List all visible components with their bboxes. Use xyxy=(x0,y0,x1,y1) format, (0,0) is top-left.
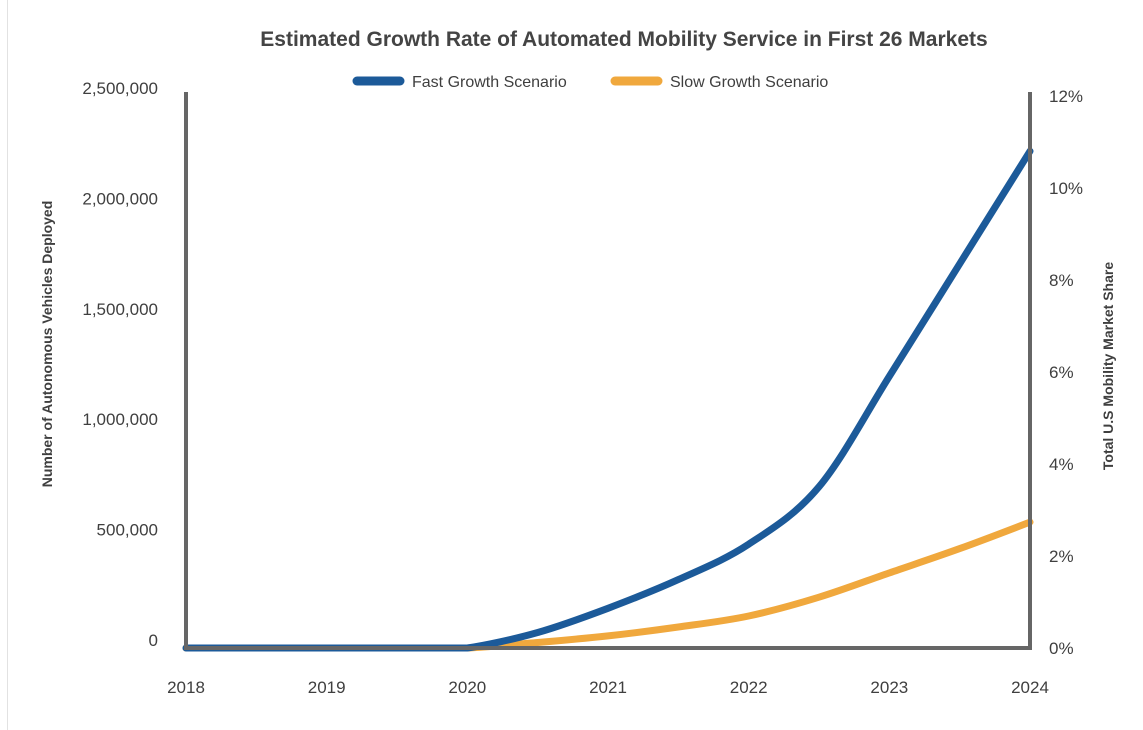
slow-growth-scenario-line xyxy=(182,518,1034,652)
y-tick-label: 2,000,000 xyxy=(82,189,158,208)
legend-label-slow-growth-scenario: Slow Growth Scenario xyxy=(670,74,828,91)
y-axis-label: Number of Autonomous Vehicles Deployed xyxy=(39,201,55,488)
x-tick-label: 2019 xyxy=(308,678,346,697)
x-axis-ticks: 2018 2019 2020 2021 2022 2023 2024 xyxy=(167,678,1049,697)
y2-tick-label: 8% xyxy=(1049,271,1074,290)
x-tick-label: 2022 xyxy=(730,678,768,697)
x-tick-label: 2021 xyxy=(589,678,627,697)
y2-tick-label: 0% xyxy=(1049,639,1074,658)
y2-tick-label: 2% xyxy=(1049,547,1074,566)
y2-tick-label: 6% xyxy=(1049,363,1074,382)
y2-axis-label: Total U.S Mobility Market Share xyxy=(1100,262,1116,470)
y2-axis-ticks: 0% 2% 4% 6% 8% 10% 12% xyxy=(1049,87,1083,658)
series-layer xyxy=(182,147,1034,652)
x-tick-label: 2024 xyxy=(1011,678,1049,697)
chart-title: Estimated Growth Rate of Automated Mobil… xyxy=(260,28,987,51)
y-tick-label: 500,000 xyxy=(97,521,158,540)
y-tick-label: 2,500,000 xyxy=(82,79,158,98)
page-left-border xyxy=(7,0,8,730)
legend: Fast Growth Scenario Slow Growth Scenario xyxy=(352,74,828,91)
y-tick-label: 0 xyxy=(149,631,158,650)
y2-tick-label: 10% xyxy=(1049,179,1083,198)
y2-tick-label: 4% xyxy=(1049,455,1074,474)
y-axis-ticks: 0 500,000 1,000,000 1,500,000 2,000,000 2,500… xyxy=(82,79,158,650)
x-tick-label: 2023 xyxy=(870,678,908,697)
legend-label-fast-growth-scenario: Fast Growth Scenario xyxy=(412,74,567,91)
fast-growth-scenario-line xyxy=(182,147,1034,652)
y-tick-label: 1,000,000 xyxy=(82,410,158,429)
x-tick-label: 2020 xyxy=(448,678,486,697)
y-tick-label: 1,500,000 xyxy=(82,300,158,319)
y2-tick-label: 12% xyxy=(1049,87,1083,106)
x-tick-label: 2018 xyxy=(167,678,205,697)
axes xyxy=(184,92,1032,650)
